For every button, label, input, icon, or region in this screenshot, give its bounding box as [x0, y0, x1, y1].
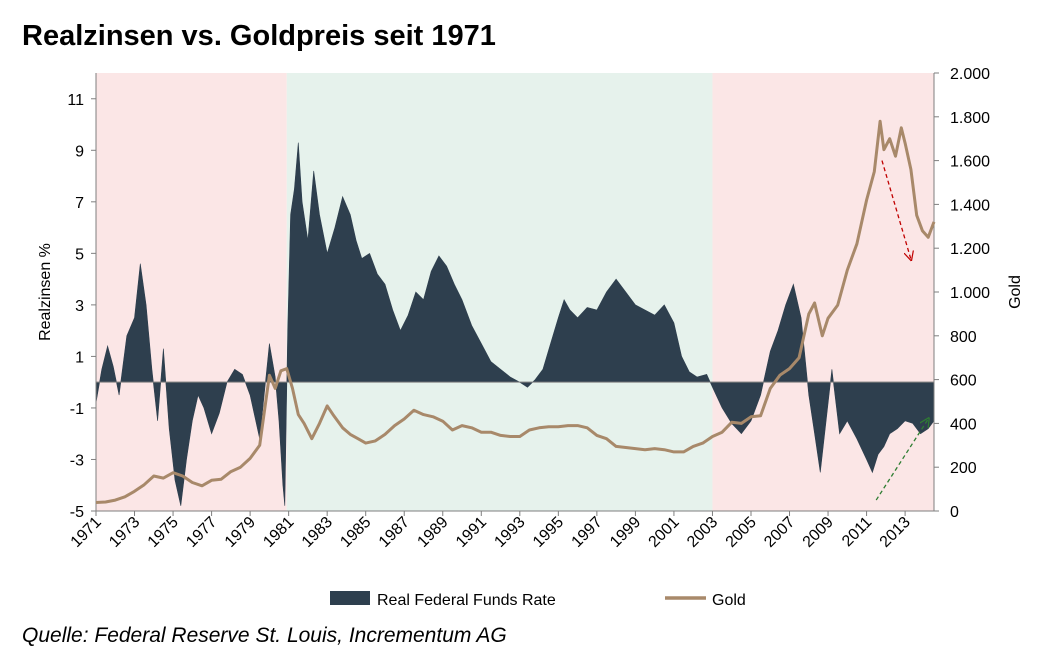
y-tick-label: -1 — [70, 401, 84, 418]
x-tick-label: 1995 — [530, 514, 567, 551]
shaded-period-0 — [96, 73, 287, 511]
x-tick-label: 1973 — [106, 514, 143, 551]
y-tick-label: 1 — [75, 349, 84, 366]
y2-tick-label: 1.600 — [950, 154, 990, 171]
x-tick-label: 1991 — [453, 514, 490, 551]
x-tick-label: 1975 — [145, 514, 182, 551]
x-tick-label: 2001 — [646, 514, 683, 551]
y-tick-label: -3 — [70, 452, 84, 469]
x-tick-label: 2009 — [800, 514, 837, 551]
annotations — [875, 160, 928, 501]
x-tick-label: 1979 — [222, 514, 259, 551]
y-tick-label: 9 — [75, 143, 84, 160]
y-tick-label: -5 — [70, 504, 84, 521]
source-note: Quelle: Federal Reserve St. Louis, Incre… — [22, 624, 507, 647]
y2-axis-title: Gold — [1007, 275, 1024, 309]
y2-tick-label: 600 — [950, 373, 977, 390]
y2-tick-label: 2.000 — [950, 66, 990, 83]
x-tick-label: 1993 — [491, 514, 528, 551]
x-tick-label: 2011 — [839, 514, 875, 550]
trend-arrow-0 — [881, 160, 911, 260]
y2-tick-label: 1.200 — [950, 241, 990, 258]
real-rate-area — [95, 142, 935, 506]
real-federal-funds-rate-area — [95, 142, 935, 506]
x-tick-label: 1977 — [183, 514, 220, 551]
background-shading — [96, 73, 934, 511]
legend-label-real-rate: Real Federal Funds Rate — [377, 592, 556, 609]
x-tick-label: 1987 — [376, 514, 413, 551]
x-tick-label: 1997 — [569, 514, 606, 551]
gold-line-path — [95, 119, 936, 504]
y-tick-label: 5 — [75, 246, 84, 263]
trend-arrow-1 — [875, 419, 928, 501]
legend-label-gold: Gold — [712, 592, 746, 609]
x-tick-label: 1983 — [299, 514, 336, 551]
x-tick-label: 1989 — [414, 514, 451, 551]
y-tick-label: 3 — [75, 298, 84, 315]
legend-swatch-real-rate — [330, 591, 370, 605]
x-tick-label: 2013 — [877, 514, 914, 551]
x-tick-label: 1985 — [337, 514, 374, 551]
y2-tick-label: 200 — [950, 460, 977, 477]
y2-tick-label: 400 — [950, 416, 977, 433]
y2-tick-label: 800 — [950, 329, 977, 346]
y2-tick-label: 1.400 — [950, 197, 990, 214]
y-axis-title: Realzinsen % — [37, 243, 54, 341]
x-tick-label: 2007 — [761, 514, 798, 551]
y2-tick-label: 1.800 — [950, 110, 990, 127]
x-tick-label: 1981 — [260, 514, 297, 551]
chart-title: Realzinsen vs. Goldpreis seit 1971 — [22, 20, 496, 52]
x-tick-label: 1999 — [607, 514, 644, 551]
legend: Real Federal Funds Rate Gold — [330, 591, 746, 609]
y-tick-label: 11 — [67, 92, 84, 109]
y-tick-label: 7 — [75, 195, 84, 212]
y2-tick-label: 1.000 — [950, 285, 990, 302]
gold-line — [95, 119, 936, 504]
y2-tick-label: 0 — [950, 504, 959, 521]
x-tick-label: 2005 — [723, 514, 760, 551]
x-tick-label: 2003 — [684, 514, 721, 551]
